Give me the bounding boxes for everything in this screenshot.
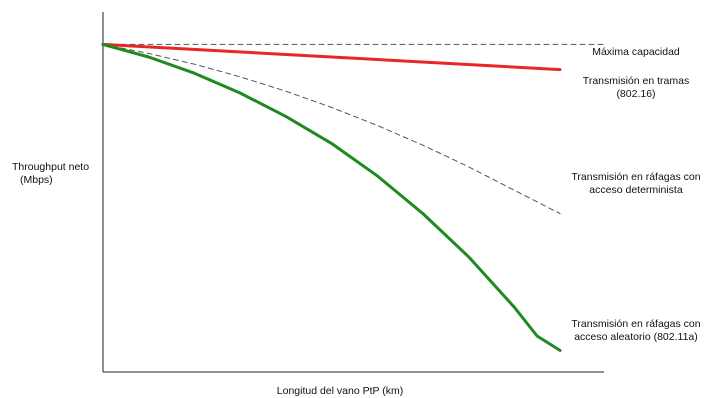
series-2-line [101, 42, 562, 72]
series-4-line [101, 42, 562, 352]
series-3-label-line-2: acceso determinista [589, 184, 683, 196]
series-3-label-line-1: Transmisión en ráfagas con [571, 171, 700, 183]
series-4-label-line-1: Transmisión en ráfagas con [571, 318, 700, 330]
series-layer [101, 42, 605, 352]
axes [102, 12, 604, 373]
y-axis-label-line-2: (Mbps) [20, 174, 53, 186]
series-2-label-line-1: Transmisión en tramas [583, 75, 689, 87]
series-4-label-line-2: acceso aleatorio (802.11a) [574, 331, 698, 343]
y-axis-label-line-1: Throughput neto [12, 161, 89, 173]
series-2-label-line-2: (802.16) [616, 88, 655, 100]
series-3-line [102, 43, 561, 215]
series-1-label-line-1: Máxima capacidad [592, 46, 680, 58]
series-labels: Máxima capacidad Transmisión en tramas(80… [571, 46, 700, 343]
x-axis-label: Longitud del vano PtP (km) [277, 385, 403, 397]
